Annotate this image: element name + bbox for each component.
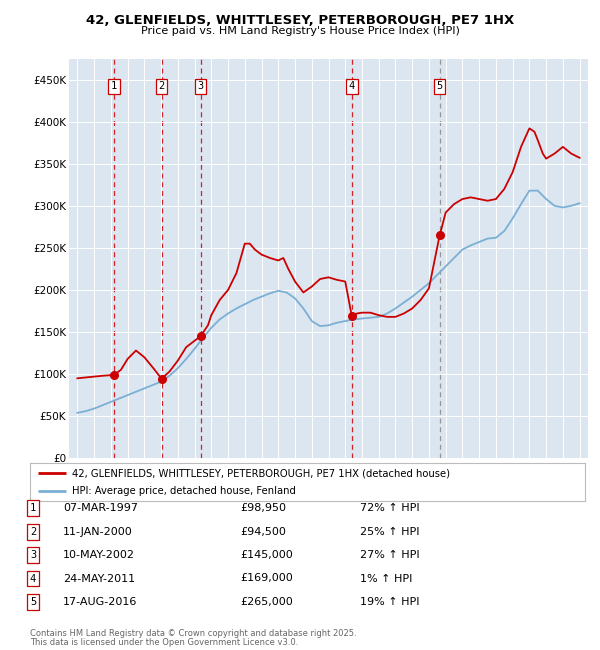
Text: HPI: Average price, detached house, Fenland: HPI: Average price, detached house, Fenl… <box>71 486 296 497</box>
Text: £265,000: £265,000 <box>240 597 293 607</box>
Text: 17-AUG-2016: 17-AUG-2016 <box>63 597 137 607</box>
Text: 10-MAY-2002: 10-MAY-2002 <box>63 550 135 560</box>
Text: 24-MAY-2011: 24-MAY-2011 <box>63 573 135 584</box>
Text: £98,950: £98,950 <box>240 503 286 514</box>
Text: 1: 1 <box>30 503 36 514</box>
Text: 4: 4 <box>349 81 355 92</box>
Text: 2: 2 <box>30 526 36 537</box>
Text: 42, GLENFIELDS, WHITTLESEY, PETERBOROUGH, PE7 1HX: 42, GLENFIELDS, WHITTLESEY, PETERBOROUGH… <box>86 14 514 27</box>
Text: £169,000: £169,000 <box>240 573 293 584</box>
Text: 5: 5 <box>437 81 443 92</box>
Text: 25% ↑ HPI: 25% ↑ HPI <box>360 526 419 537</box>
Text: 3: 3 <box>197 81 204 92</box>
Text: 1% ↑ HPI: 1% ↑ HPI <box>360 573 412 584</box>
Text: 3: 3 <box>30 550 36 560</box>
Text: This data is licensed under the Open Government Licence v3.0.: This data is licensed under the Open Gov… <box>30 638 298 647</box>
Text: Price paid vs. HM Land Registry's House Price Index (HPI): Price paid vs. HM Land Registry's House … <box>140 26 460 36</box>
Text: 1: 1 <box>111 81 117 92</box>
Text: 11-JAN-2000: 11-JAN-2000 <box>63 526 133 537</box>
Text: 07-MAR-1997: 07-MAR-1997 <box>63 503 138 514</box>
Text: 5: 5 <box>30 597 36 607</box>
Text: 72% ↑ HPI: 72% ↑ HPI <box>360 503 419 514</box>
Text: 4: 4 <box>30 573 36 584</box>
Text: 19% ↑ HPI: 19% ↑ HPI <box>360 597 419 607</box>
Text: £94,500: £94,500 <box>240 526 286 537</box>
Text: 2: 2 <box>158 81 165 92</box>
Text: Contains HM Land Registry data © Crown copyright and database right 2025.: Contains HM Land Registry data © Crown c… <box>30 629 356 638</box>
Text: 42, GLENFIELDS, WHITTLESEY, PETERBOROUGH, PE7 1HX (detached house): 42, GLENFIELDS, WHITTLESEY, PETERBOROUGH… <box>71 469 449 478</box>
Text: £145,000: £145,000 <box>240 550 293 560</box>
Text: 27% ↑ HPI: 27% ↑ HPI <box>360 550 419 560</box>
